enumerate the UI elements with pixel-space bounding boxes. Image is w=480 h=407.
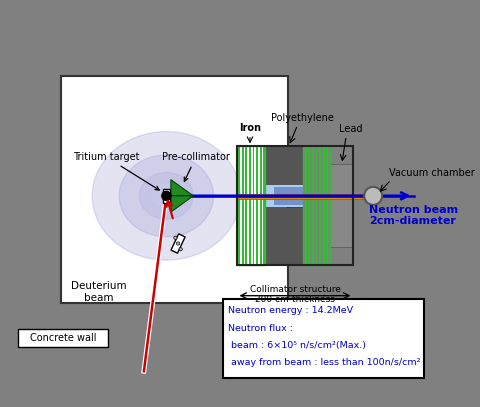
Text: Concrete wall: Concrete wall	[30, 333, 96, 343]
Text: away from beam : less than 100n/s/cm²: away from beam : less than 100n/s/cm²	[228, 358, 421, 367]
Bar	[312, 147, 314, 265]
Polygon shape	[171, 234, 185, 253]
Bar	[242, 147, 244, 265]
Bar	[323, 147, 324, 265]
Bar	[237, 194, 377, 199]
Bar	[61, 76, 288, 303]
Bar	[265, 207, 303, 265]
Bar	[237, 147, 353, 265]
Ellipse shape	[153, 184, 180, 208]
Bar	[309, 147, 310, 265]
Text: Iron: Iron	[239, 123, 261, 133]
Ellipse shape	[139, 173, 193, 219]
Circle shape	[364, 187, 382, 205]
Text: Tritium target: Tritium target	[73, 152, 159, 190]
Bar	[303, 147, 330, 265]
Bar	[319, 147, 321, 265]
Circle shape	[179, 247, 182, 251]
Bar	[252, 147, 254, 265]
Bar	[223, 299, 424, 379]
Text: beam : 6×10⁵ n/s/cm²(Max.): beam : 6×10⁵ n/s/cm²(Max.)	[228, 341, 366, 350]
Bar	[265, 185, 303, 207]
Polygon shape	[171, 196, 193, 212]
Bar	[256, 147, 258, 265]
Bar	[245, 147, 247, 265]
Bar	[265, 147, 303, 185]
Text: Neutron beam
2cm-diameter: Neutron beam 2cm-diameter	[369, 205, 458, 226]
Bar	[249, 147, 251, 265]
Circle shape	[174, 236, 177, 239]
Bar	[260, 147, 262, 265]
Text: Neutron flux :: Neutron flux :	[228, 324, 293, 333]
Bar	[238, 147, 240, 265]
Text: Collimator structure
200 cm-thickness: Collimator structure 200 cm-thickness	[250, 285, 340, 304]
Bar	[305, 147, 307, 265]
Bar	[326, 147, 328, 265]
Bar	[274, 187, 303, 205]
Circle shape	[177, 242, 180, 245]
Polygon shape	[171, 179, 193, 196]
Text: Neutron energy : 14.2MeV: Neutron energy : 14.2MeV	[228, 306, 354, 315]
Bar	[18, 329, 108, 347]
Ellipse shape	[119, 155, 214, 237]
Text: Lead: Lead	[339, 124, 362, 134]
Ellipse shape	[92, 131, 240, 260]
Bar	[163, 189, 170, 203]
Text: Deuterium
beam: Deuterium beam	[71, 281, 127, 303]
Bar	[237, 147, 265, 265]
Circle shape	[162, 191, 171, 200]
Text: Polyethylene: Polyethylene	[271, 113, 334, 123]
Text: Vacuum chamber: Vacuum chamber	[389, 168, 475, 178]
Bar	[264, 147, 265, 265]
Bar	[330, 164, 353, 247]
Text: Pre-collimator: Pre-collimator	[162, 152, 230, 181]
Bar	[316, 147, 317, 265]
